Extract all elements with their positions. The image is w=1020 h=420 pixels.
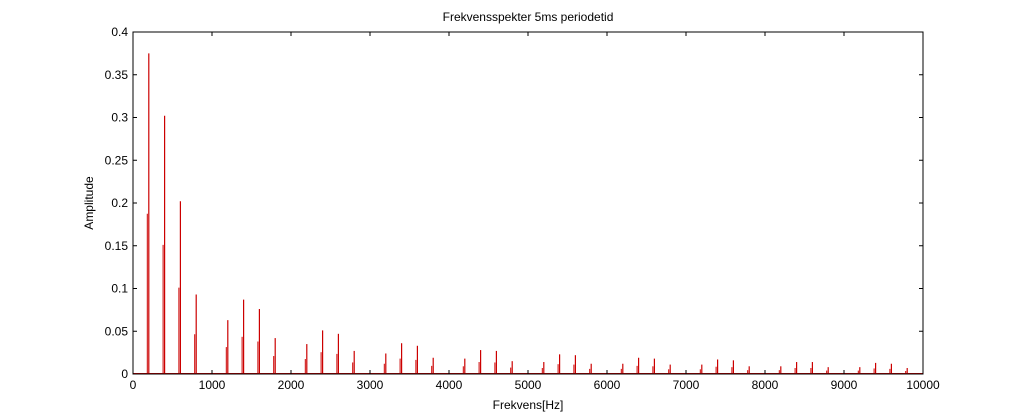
y-tick-label: 0.35: [105, 68, 129, 82]
y-tick-label: 0.15: [105, 239, 129, 253]
y-tick-label: 0.05: [105, 324, 129, 338]
x-tick-label: 8000: [752, 378, 779, 392]
x-tick-label: 7000: [673, 378, 700, 392]
y-tick-label: 0.25: [105, 153, 129, 167]
x-tick-label: 6000: [594, 378, 621, 392]
x-axis-label: Frekvens[Hz]: [493, 398, 564, 412]
y-tick-label: 0.2: [111, 196, 128, 210]
x-tick-label: 10000: [906, 378, 940, 392]
y-tick-label: 0.3: [111, 111, 128, 125]
y-tick-label: 0: [121, 367, 128, 381]
x-tick-label: 5000: [515, 378, 542, 392]
x-tick-label: 0: [130, 378, 137, 392]
x-tick-label: 3000: [357, 378, 384, 392]
y-tick-label: 0.4: [111, 25, 128, 39]
x-tick-label: 4000: [436, 378, 463, 392]
y-axis-label: Amplitude: [82, 176, 96, 230]
chart-title: Frekvensspekter 5ms periodetid: [443, 10, 614, 24]
axis-ticks: 0 1000 2000 3000 4000 5000 6000 7000 8000 9000 100…: [105, 25, 940, 392]
y-tick-label: 0.1: [111, 282, 128, 296]
plot-frame: [132, 31, 924, 375]
plot-area: [133, 32, 923, 374]
x-tick-label: 2000: [278, 378, 305, 392]
x-tick-label: 1000: [199, 378, 226, 392]
x-tick-label: 9000: [831, 378, 858, 392]
